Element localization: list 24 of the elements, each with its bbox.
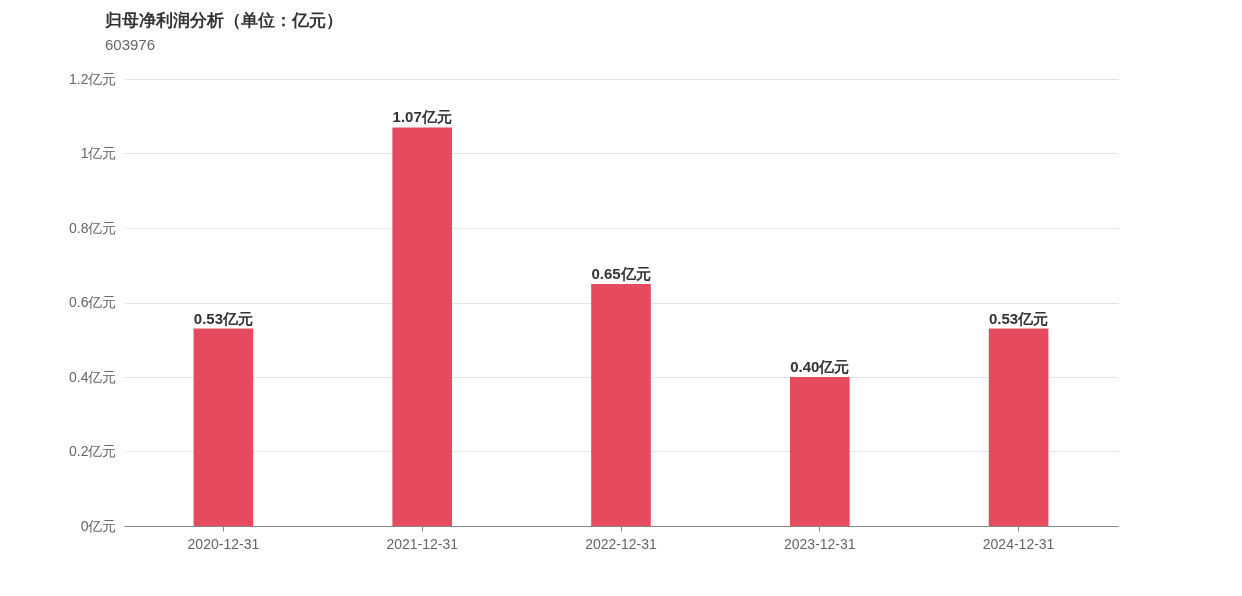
y-tick-label: 0.6亿元 (69, 294, 117, 310)
chart-subtitle: 603976 (105, 36, 156, 53)
x-tick-label: 2022-12-31 (585, 535, 658, 552)
y-tick-label: 0.2亿元 (69, 443, 117, 459)
data-label: 0.40亿元 (790, 358, 850, 375)
data-label: 0.65亿元 (591, 264, 651, 282)
x-tick-label: 2021-12-31 (386, 535, 459, 552)
y-tick-label: 1亿元 (80, 145, 117, 161)
bar (591, 283, 651, 526)
bar (193, 328, 254, 526)
data-label: 0.53亿元 (193, 309, 253, 327)
y-tick-label: 0.8亿元 (69, 219, 117, 236)
data-label: 0.53亿元 (989, 309, 1049, 327)
data-label: 1.07亿元 (392, 108, 452, 126)
bar (988, 328, 1049, 526)
bar (392, 127, 453, 526)
y-tick-label: 1.2亿元 (69, 70, 117, 87)
x-tick-label: 2023-12-31 (783, 535, 856, 552)
bar (789, 377, 850, 526)
y-tick-label: 0.4亿元 (69, 368, 117, 385)
y-tick-label: 0亿元 (80, 517, 117, 534)
x-tick-label: 2024-12-31 (982, 535, 1055, 552)
x-tick-label: 2020-12-31 (187, 535, 260, 552)
chart-title: 归母净利润分析（单位：亿元） (104, 11, 343, 30)
